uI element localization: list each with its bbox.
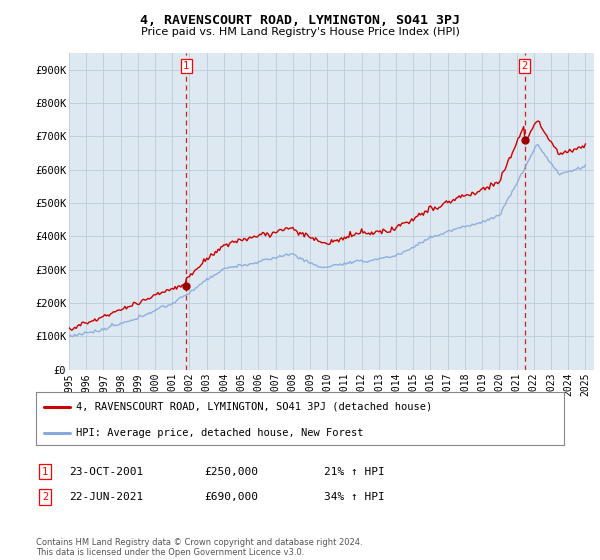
Text: 23-OCT-2001: 23-OCT-2001 [69, 466, 143, 477]
Text: 1: 1 [183, 61, 190, 71]
Text: 1: 1 [42, 466, 48, 477]
Text: HPI: Average price, detached house, New Forest: HPI: Average price, detached house, New … [76, 428, 363, 438]
Text: 22-JUN-2021: 22-JUN-2021 [69, 492, 143, 502]
Text: 4, RAVENSCOURT ROAD, LYMINGTON, SO41 3PJ: 4, RAVENSCOURT ROAD, LYMINGTON, SO41 3PJ [140, 14, 460, 27]
Text: Contains HM Land Registry data © Crown copyright and database right 2024.
This d: Contains HM Land Registry data © Crown c… [36, 538, 362, 557]
Text: 2: 2 [42, 492, 48, 502]
Text: 2: 2 [521, 61, 528, 71]
Text: 34% ↑ HPI: 34% ↑ HPI [324, 492, 385, 502]
Text: 21% ↑ HPI: 21% ↑ HPI [324, 466, 385, 477]
Text: Price paid vs. HM Land Registry's House Price Index (HPI): Price paid vs. HM Land Registry's House … [140, 27, 460, 37]
Text: £250,000: £250,000 [204, 466, 258, 477]
Text: £690,000: £690,000 [204, 492, 258, 502]
Text: 4, RAVENSCOURT ROAD, LYMINGTON, SO41 3PJ (detached house): 4, RAVENSCOURT ROAD, LYMINGTON, SO41 3PJ… [76, 402, 432, 412]
